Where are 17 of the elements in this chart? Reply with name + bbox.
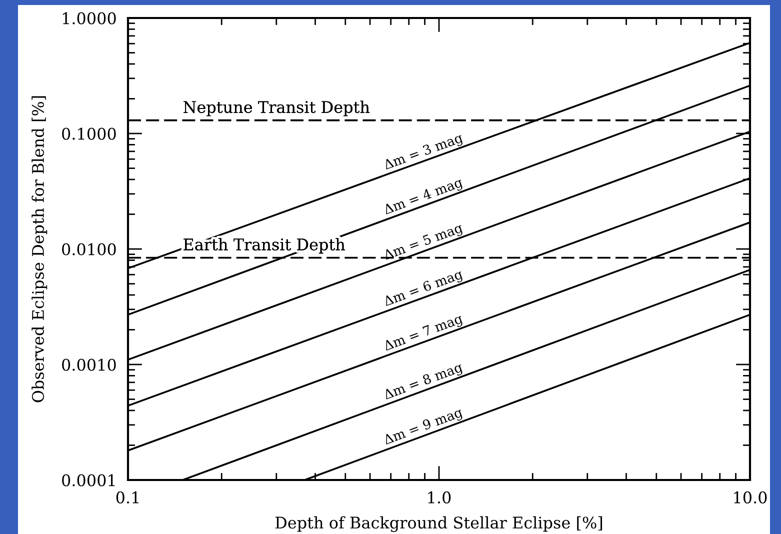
x-tick-label: 10.0 bbox=[734, 491, 767, 504]
y-tick-label: 0.0100 bbox=[62, 243, 116, 256]
text: Δm = 6 mag bbox=[382, 268, 464, 309]
y-tick-label: 0.0010 bbox=[62, 358, 116, 371]
text: Δm = 7 mag bbox=[382, 313, 464, 354]
x-tick-label: 0.1 bbox=[116, 491, 138, 504]
text: Δm = 3 mag bbox=[382, 132, 464, 172]
y-tick-label: 0.0001 bbox=[62, 474, 115, 486]
y-tick-label: 1.0000 bbox=[62, 12, 116, 24]
x-axis-title: Depth of Background Stellar Eclipse [%] bbox=[275, 516, 602, 532]
text: Δm = 8 mag bbox=[382, 362, 464, 402]
y-axis-title: Observed Eclipse Depth for Blend [%] bbox=[32, 96, 48, 402]
y-tick-label: 0.1000 bbox=[62, 128, 116, 140]
text: Δm = 4 mag bbox=[382, 176, 464, 218]
ref-line-label: Neptune Transit Depth bbox=[184, 100, 370, 116]
text: Δm = 9 mag bbox=[382, 406, 464, 448]
x-tick-label: 1.0 bbox=[428, 491, 451, 504]
